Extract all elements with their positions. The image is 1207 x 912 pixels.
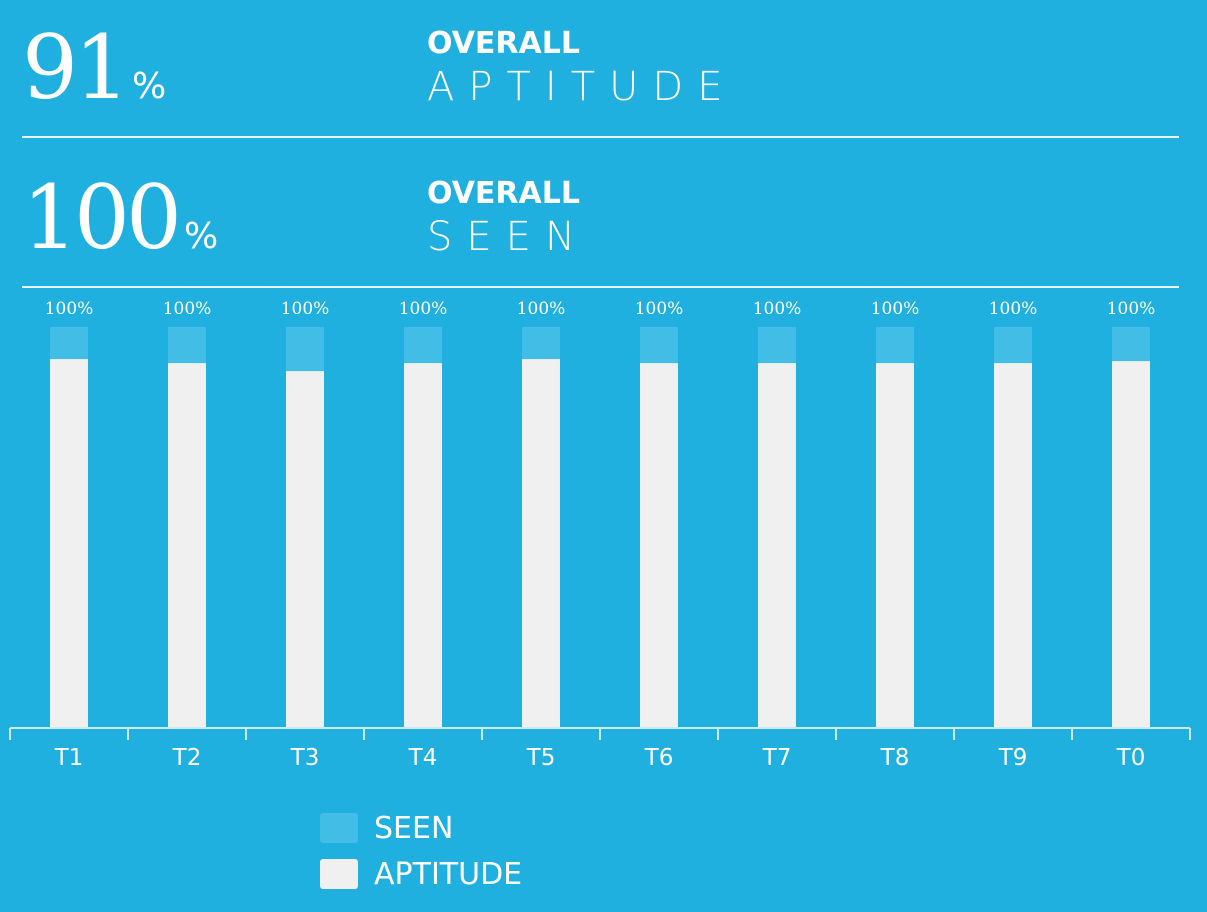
seen-label-top: OVERALL <box>427 176 580 211</box>
aptitude-label-bottom: APTITUDE <box>427 64 737 110</box>
x-tick-label-T1: T1 <box>54 745 84 771</box>
overall-aptitude-value: 91% <box>22 18 166 137</box>
aptitude-bar-T8 <box>876 363 914 728</box>
seen-percent-sign: % <box>183 216 219 257</box>
legend-swatch-seen <box>320 813 358 843</box>
x-tick-label-T6: T6 <box>644 745 674 771</box>
legend-item-seen: SEEN <box>320 810 522 846</box>
x-tick-label-T8: T8 <box>880 745 910 771</box>
legend-swatch-aptitude <box>320 859 358 889</box>
aptitude-bar-T7 <box>758 363 796 728</box>
x-tick-label-T0: T0 <box>1116 745 1146 771</box>
x-tick-label-T7: T7 <box>762 745 792 771</box>
data-label-T6: 100% <box>635 299 684 319</box>
data-label-T2: 100% <box>163 299 212 319</box>
legend-label-seen: SEEN <box>374 810 454 846</box>
aptitude-bar-T1 <box>50 359 88 728</box>
legend-item-aptitude: APTITUDE <box>320 856 522 892</box>
aptitude-number: 91 <box>22 16 130 119</box>
aptitude-bar-T6 <box>640 363 678 728</box>
data-label-T4: 100% <box>399 299 448 319</box>
seen-label-bottom: SEEN <box>427 214 589 260</box>
seen-number: 100 <box>22 166 182 269</box>
data-label-T5: 100% <box>517 299 566 319</box>
bar-chart: 100% T1 100% T2 100% T3 100% T4 100% T5 100% T6 100%… <box>9 299 1191 771</box>
x-tick-label-T3: T3 <box>290 745 320 771</box>
data-label-T9: 100% <box>989 299 1038 319</box>
aptitude-bar-T3 <box>286 371 324 728</box>
overall-aptitude-row: 91% OVERALL APTITUDE <box>22 8 1179 138</box>
aptitude-bar-T4 <box>404 363 442 728</box>
x-tick-label-T9: T9 <box>998 745 1028 771</box>
data-label-T3: 100% <box>281 299 330 319</box>
chart-legend: SEEN APTITUDE <box>320 810 522 902</box>
overall-seen-value: 100% <box>22 168 218 287</box>
x-tick-label-T5: T5 <box>526 745 556 771</box>
aptitude-bar-T9 <box>994 363 1032 728</box>
overall-seen-label: OVERALL SEEN <box>427 176 589 262</box>
aptitude-bar-T2 <box>168 363 206 728</box>
aptitude-bar-T5 <box>522 359 560 728</box>
overall-seen-row: 100% OVERALL SEEN <box>22 158 1179 288</box>
data-label-T8: 100% <box>871 299 920 319</box>
overall-aptitude-label: OVERALL APTITUDE <box>427 26 737 112</box>
data-label-T0: 100% <box>1107 299 1156 319</box>
x-tick-label-T4: T4 <box>408 745 438 771</box>
aptitude-label-top: OVERALL <box>427 26 580 61</box>
data-label-T7: 100% <box>753 299 802 319</box>
aptitude-percent-sign: % <box>131 66 167 107</box>
x-tick-label-T2: T2 <box>172 745 202 771</box>
data-label-T1: 100% <box>45 299 94 319</box>
legend-label-aptitude: APTITUDE <box>374 856 523 892</box>
aptitude-bar-T0 <box>1112 361 1150 728</box>
